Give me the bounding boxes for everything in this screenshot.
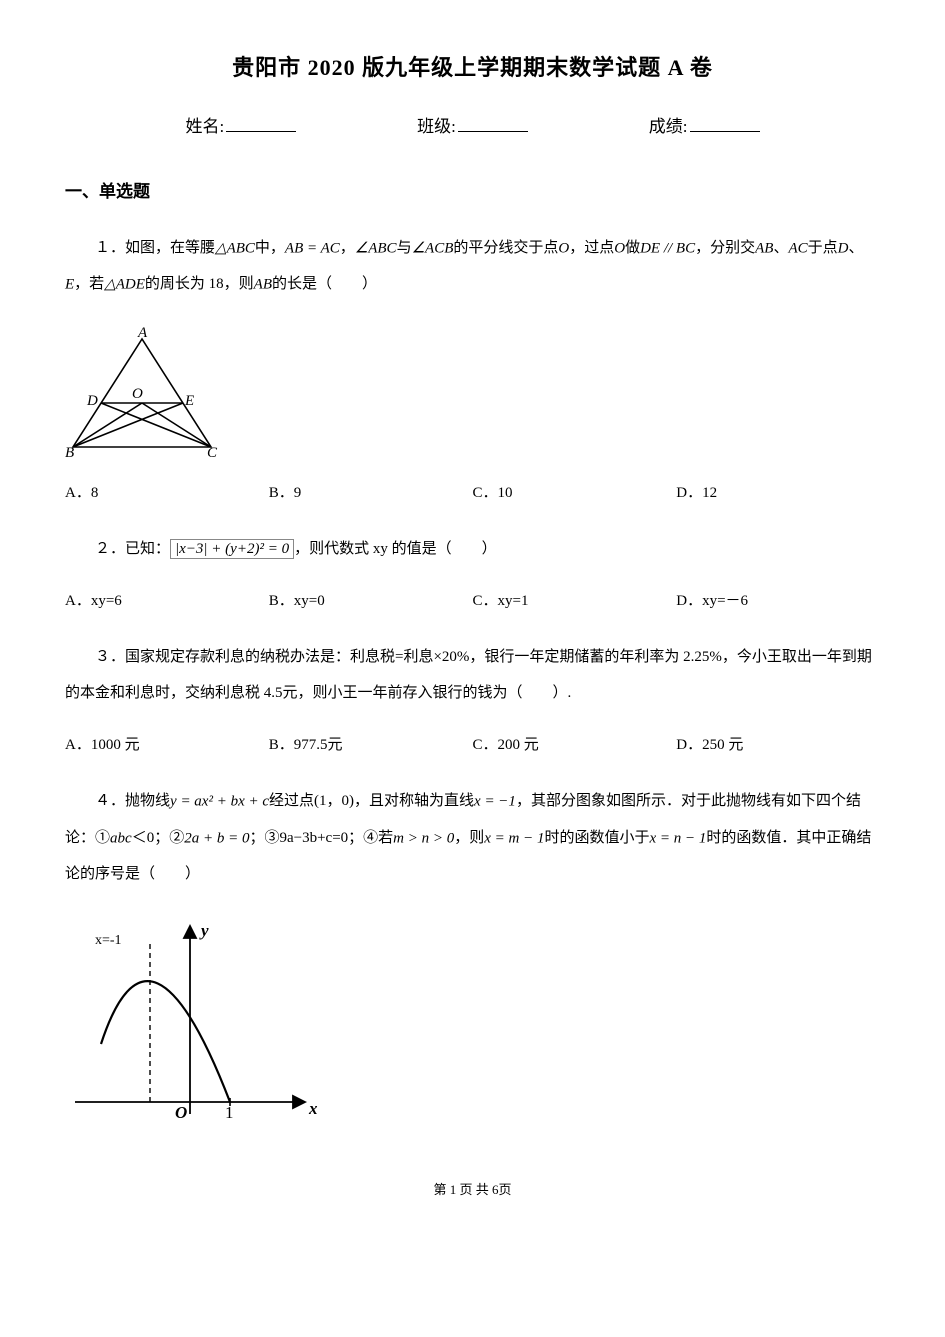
page-title: 贵阳市 2020 版九年级上学期期末数学试题 A 卷 (65, 50, 880, 85)
q1-math-5: O (558, 240, 569, 256)
q1-math-9: AC (788, 240, 807, 256)
q4-math-6: x = m − 1 (484, 830, 544, 846)
label-O: O (175, 1103, 187, 1122)
q2-opt-d: D．xy=－6 (676, 589, 880, 613)
q1-figure: A B C D E O (65, 325, 880, 465)
q4-math-2: x = −1 (474, 794, 516, 810)
q1-t5: ，过点 (569, 240, 614, 256)
class-field: 班级: (417, 113, 528, 140)
q1-math-3: ∠ABC (355, 240, 397, 256)
q1-opt-c: C．10 (473, 481, 677, 505)
q1-math-1: △ABC (215, 240, 255, 256)
q3-opt-b: B．977.5元 (269, 733, 473, 757)
label-x: x (308, 1099, 318, 1118)
q1-t4: 的平分线交于点 (453, 240, 558, 256)
q4-t6: 时的函数值小于 (544, 830, 649, 846)
class-label: 班级: (417, 113, 456, 140)
q4-math-1: y = ax² + bx + c (170, 794, 269, 810)
q1-text: 如图，在等腰 (125, 240, 215, 256)
score-blank[interactable] (690, 131, 760, 132)
label-E: E (184, 393, 194, 409)
q3-text: 国家规定存款利息的纳税办法是：利息税=利息×20%，银行一年定期储蓄的年利率为 … (65, 649, 872, 701)
q1-t10: 、 (848, 240, 863, 256)
q1-opt-b: B．9 (269, 481, 473, 505)
label-A: A (137, 325, 148, 341)
q1-t7: ，分别交 (695, 240, 755, 256)
q1-math-10: D (838, 240, 849, 256)
q1-math-13: AB (254, 277, 272, 293)
q4-t5: ，则 (454, 830, 484, 846)
question-4: ４．抛物线y = ax² + bx + c经过点(1，0)，且对称轴为直线x =… (65, 783, 880, 892)
score-label: 成绩: (649, 113, 688, 140)
q4-pre: 抛物线 (125, 793, 170, 809)
q1-t6: 做 (625, 240, 640, 256)
q4-math-5: m > n > 0 (393, 830, 454, 846)
page-footer: 第 1 页 共 6页 (65, 1180, 880, 1201)
section-heading-1: 一、单选题 (65, 178, 880, 205)
label-C: C (207, 445, 218, 461)
triangle-diagram: A B C D E O (65, 325, 220, 465)
q2-number: ２． (95, 541, 125, 557)
label-y: y (199, 921, 209, 940)
q1-math-11: E (65, 277, 74, 293)
q1-t13: 的长是（ ） (272, 276, 377, 292)
name-field: 姓名: (185, 113, 296, 140)
q1-t3: 与 (397, 240, 412, 256)
q2-options: A．xy=6 B．xy=0 C．xy=1 D．xy=－6 (65, 589, 880, 613)
q3-number: ３． (95, 649, 125, 665)
q1-number: １． (95, 240, 125, 256)
q1-math-8: AB (755, 240, 773, 256)
q2-opt-b: B．xy=0 (269, 589, 473, 613)
q1-opt-d: D．12 (676, 481, 880, 505)
q1-t2: ， (340, 240, 355, 256)
footer-pre: 第 (433, 1182, 449, 1197)
label-D: D (86, 393, 98, 409)
q1-t9: 于点 (808, 240, 838, 256)
q1-math-6: O (614, 240, 625, 256)
q1-math-4: ∠ACB (412, 240, 454, 256)
parabola-diagram: x y O 1 x=-1 (65, 914, 325, 1144)
q2-opt-a: A．xy=6 (65, 589, 269, 613)
name-blank[interactable] (226, 131, 296, 132)
score-field: 成绩: (649, 113, 760, 140)
q1-options: A．8 B．9 C．10 D．12 (65, 481, 880, 505)
q2-t1: ，则代数式 xy 的值是（ ） (294, 541, 497, 557)
label-O: O (132, 386, 143, 402)
label-xeq: x=-1 (95, 933, 122, 948)
q4-math-4: 2a + b = 0 (184, 830, 249, 846)
q4-math-7: x = n − 1 (650, 830, 707, 846)
q4-t4: ；③9a−3b+c=0；④若 (249, 830, 393, 846)
q1-t12: 的周长为 18，则 (145, 276, 254, 292)
q3-options: A．1000 元 B．977.5元 C．200 元 D．250 元 (65, 733, 880, 757)
question-2: ２．已知：|x−3| + (y+2)² = 0，则代数式 xy 的值是（ ） (65, 531, 880, 568)
q2-opt-c: C．xy=1 (473, 589, 677, 613)
q4-t3: ＜0；② (132, 830, 185, 846)
name-label: 姓名: (185, 113, 224, 140)
q1-t1: 中， (255, 240, 285, 256)
question-3: ３．国家规定存款利息的纳税办法是：利息税=利息×20%，银行一年定期储蓄的年利率… (65, 639, 880, 711)
q3-opt-a: A．1000 元 (65, 733, 269, 757)
q1-math-2: AB = AC (285, 240, 340, 256)
q1-opt-a: A．8 (65, 481, 269, 505)
footer-post: 页 (499, 1182, 512, 1197)
question-1: １．如图，在等腰△ABC中，AB = AC，∠ABC与∠ACB的平分线交于点O，… (65, 230, 880, 303)
q1-math-7: DE // BC (640, 240, 695, 256)
q4-number: ４． (95, 793, 125, 809)
label-B: B (65, 445, 74, 461)
q2-math-1: |x−3| + (y+2)² = 0 (170, 539, 294, 559)
q3-opt-c: C．200 元 (473, 733, 677, 757)
class-blank[interactable] (458, 131, 528, 132)
q4-t1: 经过点(1，0)，且对称轴为直线 (269, 793, 474, 809)
q1-t11: ，若 (74, 276, 104, 292)
footer-mid: 页 共 (456, 1182, 492, 1197)
q2-pre: 已知： (125, 541, 170, 557)
q1-t8: 、 (773, 240, 788, 256)
q3-opt-d: D．250 元 (676, 733, 880, 757)
q1-math-12: △ADE (104, 277, 145, 293)
student-info-row: 姓名: 班级: 成绩: (65, 113, 880, 140)
q4-math-3: abc (110, 830, 132, 846)
q4-figure: x y O 1 x=-1 (65, 914, 880, 1144)
